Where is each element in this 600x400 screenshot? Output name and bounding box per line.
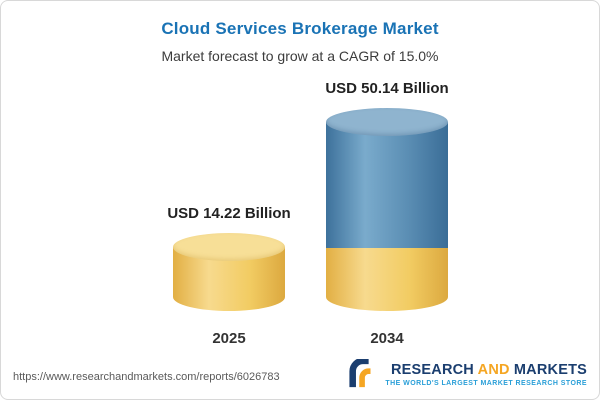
logo-word-markets: MARKETS xyxy=(509,361,587,378)
bar-2034-base-segment xyxy=(326,247,448,311)
category-label-2025: 2025 xyxy=(212,330,246,347)
bar-2025: USD 14.22 Billion 2025 xyxy=(167,205,290,347)
research-and-markets-logo: RESEARCH AND MARKETS THE WORLD'S LARGEST… xyxy=(348,359,587,389)
bar-2034-top-cap xyxy=(326,107,448,136)
category-label-2034: 2034 xyxy=(370,330,404,347)
bar-2034-blue-segment xyxy=(326,121,448,249)
logo-name: RESEARCH AND MARKETS xyxy=(391,362,587,378)
value-label-2034: USD 50.14 Billion xyxy=(325,79,449,97)
logo-tagline: THE WORLD'S LARGEST MARKET RESEARCH STOR… xyxy=(385,379,587,387)
chart-subtitle: Market forecast to grow at a CAGR of 15.… xyxy=(161,48,439,64)
value-label-2025: USD 14.22 Billion xyxy=(167,205,291,223)
report-url: https://www.researchandmarkets.com/repor… xyxy=(13,371,280,383)
logo-word-research: RESEARCH xyxy=(390,361,478,378)
research-and-markets-logo-icon xyxy=(348,359,378,389)
bar-2025-top-cap xyxy=(173,233,285,262)
logo-text-block: RESEARCH AND MARKETS THE WORLD'S LARGEST… xyxy=(385,362,587,387)
chart-title: Cloud Services Brokerage Market xyxy=(161,19,439,38)
logo-word-and: AND xyxy=(477,361,510,378)
bar-2034: USD 50.14 Billion 2034 xyxy=(325,80,448,347)
